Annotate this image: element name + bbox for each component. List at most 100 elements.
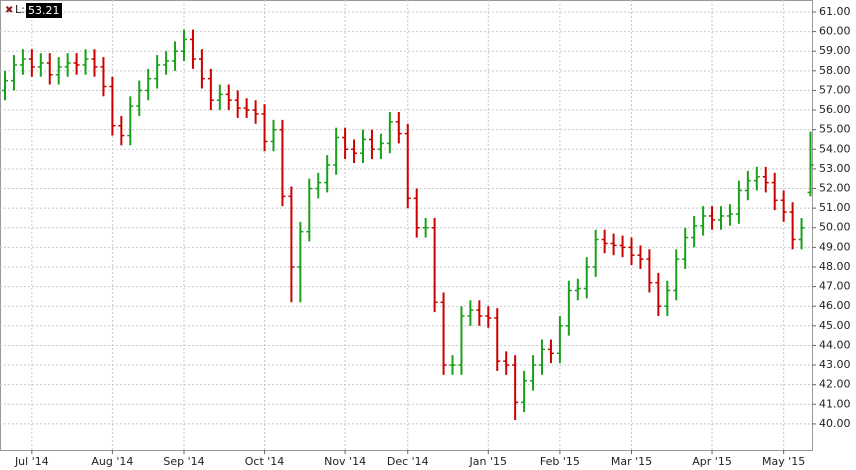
ohlc-bar <box>386 112 393 154</box>
ohlc-bar <box>709 206 716 230</box>
ohlc-bar <box>377 133 384 160</box>
ohlc-bar <box>521 370 528 413</box>
y-tick-label: 52.00 <box>819 182 851 195</box>
ohlc-bar <box>637 245 644 269</box>
ohlc-bar <box>118 115 125 146</box>
ohlc-bar <box>431 217 438 313</box>
y-tick-label: 43.00 <box>819 358 851 371</box>
y-tick-label: 58.00 <box>819 64 851 77</box>
ohlc-bar <box>422 217 429 238</box>
x-tick-label: Jan '15 <box>469 455 507 468</box>
ohlc-bar <box>530 355 537 391</box>
ohlc-bar <box>404 123 411 209</box>
y-tick-label: 49.00 <box>819 240 851 253</box>
y-tick-label: 61.00 <box>819 5 851 18</box>
ohlc-bar <box>360 129 366 164</box>
ohlc-bar <box>100 57 107 97</box>
ohlc-bar <box>664 280 671 317</box>
x-tick-label: May '15 <box>762 455 805 468</box>
ohlc-bar <box>494 308 501 371</box>
y-tick-label: 54.00 <box>819 142 851 155</box>
ohlc-bar <box>136 80 143 116</box>
ohlc-bar <box>243 98 250 118</box>
close-icon[interactable]: ✖ <box>5 5 13 16</box>
ohlc-bar <box>798 217 805 250</box>
ohlc-bar <box>700 206 707 236</box>
ohlc-bar <box>297 221 304 303</box>
x-tick-label: Aug '14 <box>91 455 133 468</box>
ohlc-bar <box>539 339 545 375</box>
ohlc-bar <box>324 155 331 193</box>
ohlc-bar <box>682 227 689 269</box>
ohlc-bar <box>198 49 205 89</box>
ohlc-bar <box>225 84 232 111</box>
y-tick-label: 55.00 <box>819 123 851 136</box>
ohlc-bar <box>207 68 214 111</box>
ohlc-bar <box>288 186 295 303</box>
ohlc-bar <box>547 339 554 364</box>
last-price: 53.21 <box>28 4 60 17</box>
ohlc-bar <box>628 237 635 266</box>
ohlc-bar <box>395 112 402 144</box>
ohlc-bar <box>368 129 375 160</box>
ohlc-bar <box>109 76 116 136</box>
y-tick-label: 45.00 <box>819 319 851 332</box>
x-tick-label: Sep '14 <box>163 455 204 468</box>
y-tick-label: 57.00 <box>819 83 851 96</box>
ohlc-bar <box>619 235 626 258</box>
ohlc-bar <box>583 257 590 299</box>
ohlc-bar <box>592 229 599 277</box>
ohlc-bar <box>64 53 71 77</box>
x-tick-label: Apr '15 <box>692 455 732 468</box>
ohlc-bar <box>37 53 44 77</box>
y-tick-label: 40.00 <box>819 417 851 430</box>
y-tick-label: 48.00 <box>819 260 851 273</box>
y-tick-label: 50.00 <box>819 221 851 234</box>
ohlc-bar <box>449 355 456 375</box>
ohlc-bar <box>351 139 358 164</box>
ohlc-bar <box>789 202 796 250</box>
last-price-prefix: L: <box>15 3 25 16</box>
ohlc-bar <box>2 70 8 101</box>
ohlc-bar <box>440 292 447 375</box>
last-price-badge: ✖ L: 53.21 <box>5 3 62 18</box>
ohlc-bar <box>154 55 161 89</box>
ohlc-bar <box>181 29 187 62</box>
ohlc-bar <box>172 41 179 71</box>
ohlc-bar <box>82 49 89 75</box>
ohlc-bar <box>467 300 474 326</box>
ohlc-bar <box>261 104 268 152</box>
x-tick-label: Feb '15 <box>540 455 580 468</box>
ohlc-bar <box>73 53 80 75</box>
y-tick-label: 56.00 <box>819 103 851 116</box>
y-tick-label: 60.00 <box>819 25 851 38</box>
y-tick-label: 42.00 <box>819 378 851 391</box>
ohlc-bar <box>46 53 53 85</box>
ohlc-bar <box>270 119 277 152</box>
plot-frame <box>0 0 813 451</box>
ohlc-bar <box>458 306 465 375</box>
x-tick-label: Nov '14 <box>324 455 366 468</box>
y-tick-label: 53.00 <box>819 162 851 175</box>
ohlc-bar <box>163 51 170 75</box>
ohlc-bar <box>279 119 286 207</box>
ohlc-bar <box>342 127 349 160</box>
ohlc-bar <box>691 215 698 248</box>
ohlc-bar <box>306 178 313 242</box>
ohlc-bar <box>234 90 241 118</box>
ohlc-bar <box>610 233 617 256</box>
ohlc-bar <box>762 166 769 193</box>
ohlc-bar <box>744 170 751 201</box>
ohlc-bar <box>413 188 420 238</box>
x-tick-label: Oct '14 <box>245 455 285 468</box>
ohlc-bar <box>252 100 259 124</box>
y-tick-label: 44.00 <box>819 338 851 351</box>
ohlc-bar <box>315 172 322 199</box>
ohlc-bar <box>512 355 519 420</box>
ohlc-bar <box>771 172 778 211</box>
ohlc-bar <box>646 249 653 293</box>
ohlc-bar <box>91 49 98 77</box>
x-tick-label: Jul '14 <box>14 455 49 468</box>
ohlc-bar <box>476 300 483 326</box>
